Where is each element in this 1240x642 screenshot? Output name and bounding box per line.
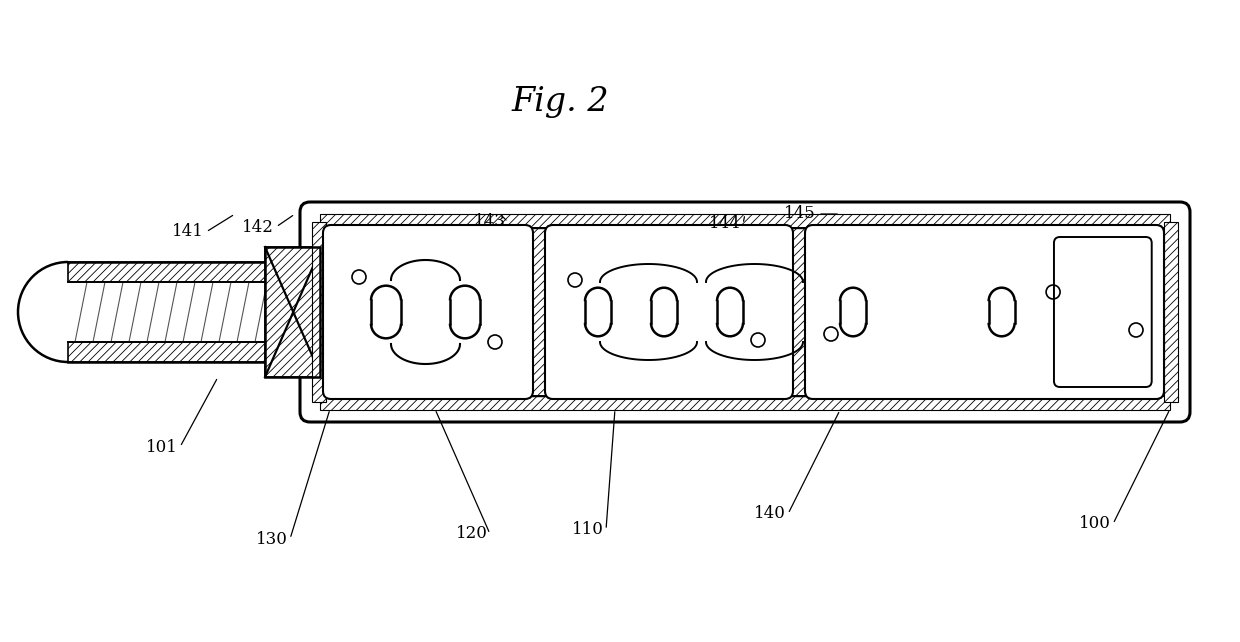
Text: 141: 141 [172, 223, 203, 241]
Text: 144: 144 [709, 216, 742, 232]
Bar [529, 228, 548, 396]
FancyBboxPatch shape [300, 202, 1190, 422]
Bar [326, 228, 1164, 396]
Text: 140: 140 [754, 505, 786, 523]
Bar [651, 285, 677, 339]
Bar [790, 228, 808, 396]
Text: 100: 100 [1079, 516, 1111, 532]
Text: 110: 110 [572, 521, 604, 539]
Text: 143: 143 [474, 214, 506, 230]
Text: 142: 142 [242, 218, 274, 236]
Text: 130: 130 [257, 530, 288, 548]
Bar [839, 285, 866, 339]
FancyBboxPatch shape [1054, 237, 1152, 387]
Bar [265, 247, 320, 377]
FancyBboxPatch shape [322, 225, 533, 399]
Bar [320, 214, 1171, 228]
Bar [320, 396, 1171, 410]
Bar [717, 285, 743, 339]
Bar [988, 285, 1014, 339]
Text: 145: 145 [784, 205, 816, 223]
Polygon shape [265, 262, 315, 377]
Bar [1164, 222, 1178, 402]
FancyBboxPatch shape [546, 225, 794, 399]
Bar [68, 342, 315, 362]
Text: 101: 101 [146, 438, 177, 456]
Bar [68, 262, 315, 282]
Text: 120: 120 [456, 526, 487, 542]
Bar [585, 285, 611, 339]
Bar [371, 282, 401, 342]
Bar [450, 282, 480, 342]
Bar [312, 222, 326, 402]
Polygon shape [265, 247, 315, 364]
Bar [329, 231, 1161, 393]
Polygon shape [265, 247, 315, 362]
FancyBboxPatch shape [805, 225, 1164, 399]
Bar [790, 228, 808, 396]
Bar [265, 247, 320, 377]
Bar [529, 228, 548, 396]
Text: Fig. 2: Fig. 2 [511, 86, 609, 118]
